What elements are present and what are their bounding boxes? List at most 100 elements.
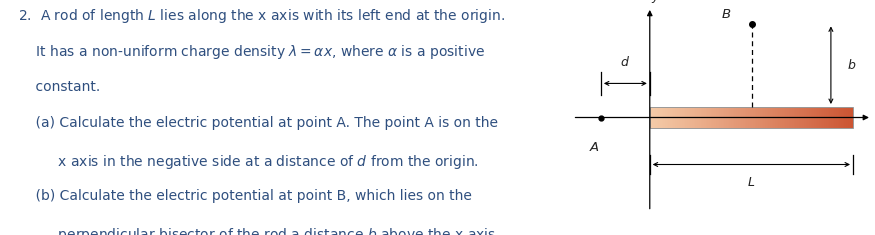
Bar — [705, 107, 707, 128]
Bar — [712, 107, 714, 128]
Text: $L$: $L$ — [747, 176, 755, 189]
Bar — [719, 107, 721, 128]
Bar — [799, 107, 801, 128]
Text: $y$: $y$ — [651, 0, 661, 5]
Bar — [837, 107, 839, 128]
Bar — [689, 107, 690, 128]
Bar — [750, 107, 752, 128]
Bar — [718, 107, 719, 128]
Text: 2.  A rod of length $L$ lies along the x axis with its left end at the origin.: 2. A rod of length $L$ lies along the x … — [18, 7, 505, 25]
Bar — [765, 107, 766, 128]
Bar — [678, 107, 680, 128]
Bar — [731, 107, 732, 128]
Bar — [734, 107, 736, 128]
Bar — [654, 107, 656, 128]
Bar — [839, 107, 841, 128]
Bar — [676, 107, 677, 128]
Bar — [785, 107, 787, 128]
Bar — [804, 107, 806, 128]
Bar — [662, 107, 663, 128]
Bar — [822, 107, 824, 128]
Bar — [816, 107, 817, 128]
Bar — [774, 107, 775, 128]
Text: $B$: $B$ — [721, 8, 732, 21]
Bar — [775, 107, 777, 128]
Bar — [672, 107, 674, 128]
Bar — [748, 107, 750, 128]
Bar — [797, 107, 799, 128]
Bar — [846, 107, 848, 128]
Bar — [677, 107, 678, 128]
Bar — [658, 107, 660, 128]
Bar — [703, 107, 704, 128]
Bar — [777, 107, 779, 128]
Bar — [730, 107, 731, 128]
Bar — [760, 107, 761, 128]
Bar — [710, 107, 712, 128]
Bar — [763, 107, 765, 128]
Bar — [667, 107, 668, 128]
Bar — [701, 107, 703, 128]
Text: x axis in the negative side at a distance of $d$ from the origin.: x axis in the negative side at a distanc… — [18, 153, 479, 171]
Bar — [788, 107, 790, 128]
Bar — [704, 107, 705, 128]
Bar — [746, 107, 748, 128]
Bar — [656, 107, 658, 128]
Bar — [650, 107, 652, 128]
Text: It has a non-uniform charge density $\lambda = \alpha x$, where $\alpha$ is a po: It has a non-uniform charge density $\la… — [18, 43, 485, 62]
Bar — [738, 107, 739, 128]
Bar — [723, 107, 724, 128]
Bar — [801, 107, 802, 128]
Bar — [683, 107, 685, 128]
Bar — [709, 107, 710, 128]
Bar — [835, 107, 836, 128]
Bar — [812, 107, 814, 128]
Text: (a) Calculate the electric potential at point A. The point A is on the: (a) Calculate the electric potential at … — [18, 116, 498, 130]
Bar — [808, 107, 810, 128]
Bar — [810, 107, 812, 128]
Bar — [663, 107, 665, 128]
Bar — [761, 107, 763, 128]
Text: constant.: constant. — [18, 80, 100, 94]
Bar — [806, 107, 808, 128]
Bar — [670, 107, 672, 128]
Bar — [819, 107, 821, 128]
Bar — [851, 107, 853, 128]
Bar — [699, 107, 701, 128]
Bar — [650, 107, 853, 128]
Bar — [732, 107, 734, 128]
Bar — [728, 107, 730, 128]
Bar — [794, 107, 795, 128]
Bar — [821, 107, 822, 128]
Bar — [768, 107, 770, 128]
Bar — [652, 107, 653, 128]
Bar — [772, 107, 774, 128]
Bar — [848, 107, 850, 128]
Bar — [770, 107, 772, 128]
Bar — [739, 107, 741, 128]
Bar — [850, 107, 851, 128]
Bar — [680, 107, 682, 128]
Bar — [736, 107, 738, 128]
Bar — [694, 107, 696, 128]
Bar — [782, 107, 783, 128]
Bar — [687, 107, 689, 128]
Bar — [690, 107, 692, 128]
Bar — [741, 107, 743, 128]
Bar — [757, 107, 758, 128]
Bar — [766, 107, 768, 128]
Bar — [716, 107, 718, 128]
Bar — [780, 107, 782, 128]
Bar — [685, 107, 687, 128]
Bar — [707, 107, 709, 128]
Text: $A$: $A$ — [589, 141, 600, 154]
Bar — [726, 107, 728, 128]
Text: perpendicular bisector of the rod a distance $b$ above the x axis.: perpendicular bisector of the rod a dist… — [18, 226, 500, 235]
Bar — [826, 107, 828, 128]
Bar — [836, 107, 837, 128]
Bar — [792, 107, 794, 128]
Bar — [653, 107, 654, 128]
Text: $b$: $b$ — [847, 58, 856, 72]
Bar — [696, 107, 697, 128]
Bar — [674, 107, 676, 128]
